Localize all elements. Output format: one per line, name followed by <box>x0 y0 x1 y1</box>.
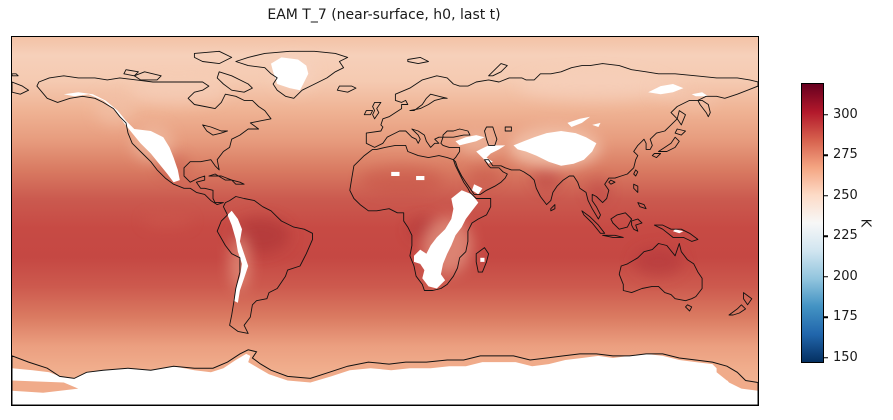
colorbar-tick <box>824 276 828 278</box>
colorbar-tick <box>824 195 828 197</box>
world-temperature-map <box>12 37 758 405</box>
plot-title: EAM T_7 (near-surface, h0, last t) <box>267 7 501 23</box>
colorbar-tick <box>824 154 828 157</box>
colorbar-tick-label: 250 <box>833 188 858 204</box>
map-plot <box>11 36 759 406</box>
colorbar-tick <box>824 316 828 319</box>
colorbar-tick <box>824 357 828 359</box>
colorbar: K 150 175 200 225 250 275 300 <box>801 83 893 366</box>
colorbar-tick-label: 175 <box>833 309 858 325</box>
colorbar-tick-label: 225 <box>833 228 858 244</box>
colorbar-tick <box>824 114 828 116</box>
colorbar-tick-label: 150 <box>833 350 858 366</box>
colorbar-tick-label: 275 <box>833 147 858 163</box>
colorbar-tick-label: 300 <box>833 106 858 122</box>
colorbar-tick <box>824 235 828 238</box>
colorbar-unit-label: K <box>857 218 873 228</box>
colorbar-tick-label: 200 <box>833 269 858 285</box>
colorbar-gradient <box>801 83 824 363</box>
